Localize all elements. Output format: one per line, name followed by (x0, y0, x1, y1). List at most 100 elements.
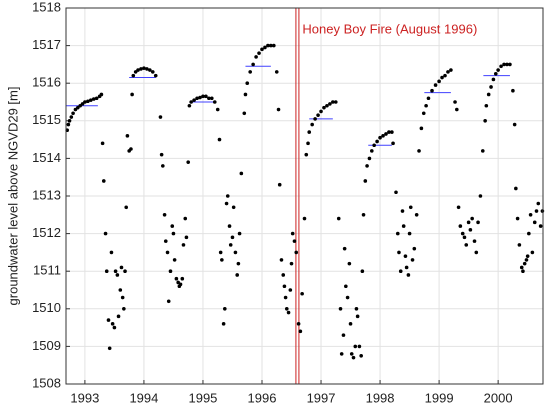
data-point (107, 346, 112, 351)
data-point (519, 265, 524, 270)
x-tick-label: 1999 (425, 390, 454, 405)
data-point (530, 250, 535, 255)
data-point (106, 318, 111, 322)
data-point (198, 95, 202, 100)
data-point (119, 265, 124, 270)
data-point (339, 352, 344, 356)
data-point (369, 149, 374, 153)
y-tick-label: 1514 (32, 150, 61, 165)
data-point (525, 254, 530, 258)
data-point (245, 81, 250, 85)
data-point (272, 43, 276, 48)
data-point (288, 288, 293, 292)
data-point (359, 354, 363, 358)
data-point (99, 92, 104, 97)
data-point (410, 258, 415, 262)
data-point (478, 194, 483, 198)
data-point (493, 72, 498, 76)
data-point (233, 250, 238, 255)
data-point (468, 228, 473, 232)
data-point (148, 68, 152, 72)
data-point (344, 284, 348, 289)
data-point (120, 295, 125, 300)
data-point (217, 137, 222, 142)
data-point (115, 273, 120, 277)
data-point (231, 205, 236, 210)
data-point (342, 246, 347, 251)
data-point (443, 73, 447, 78)
x-tick-label: 1995 (188, 390, 217, 405)
data-point (341, 333, 346, 337)
x-tick-label: 1994 (129, 390, 158, 405)
data-point (109, 250, 114, 255)
data-point (407, 231, 412, 236)
data-point (433, 83, 438, 87)
data-point (524, 258, 529, 262)
data-point (347, 261, 352, 266)
data-point (414, 213, 419, 217)
data-point (195, 96, 199, 101)
data-point (221, 322, 226, 326)
data-point (118, 288, 123, 292)
data-point (505, 62, 509, 67)
data-point (489, 85, 493, 89)
data-point (153, 73, 158, 78)
data-point (430, 88, 434, 93)
y-tick-label: 1512 (32, 225, 61, 240)
data-point (394, 190, 398, 195)
data-point (94, 96, 99, 101)
data-point (212, 100, 217, 104)
data-point (538, 224, 543, 228)
data-point (355, 314, 360, 319)
data-point (325, 103, 329, 108)
data-point (502, 62, 506, 67)
data-point (440, 75, 444, 80)
data-point (384, 132, 388, 136)
data-point (277, 182, 282, 187)
data-point (276, 107, 281, 112)
data-point (472, 239, 477, 243)
data-point (307, 130, 312, 134)
data-point (215, 107, 220, 112)
x-tick-label: 2000 (484, 390, 513, 405)
x-tick-label: 1997 (307, 390, 336, 405)
data-point (228, 243, 233, 247)
data-point (260, 47, 264, 52)
data-point (375, 139, 379, 144)
data-point (316, 113, 320, 117)
data-point (286, 310, 291, 315)
data-point (218, 250, 223, 255)
data-point (460, 231, 465, 236)
data-point (466, 220, 471, 225)
data-point (223, 307, 227, 311)
data-point (401, 224, 406, 228)
data-point (269, 43, 273, 48)
data-point (499, 64, 503, 69)
data-point (349, 352, 354, 356)
data-point (345, 295, 350, 300)
data-point (174, 276, 179, 281)
data-point (158, 115, 163, 119)
data-point (254, 55, 258, 59)
data-point (363, 179, 368, 183)
data-point (225, 194, 230, 198)
data-point (263, 45, 267, 50)
data-point (404, 265, 409, 270)
data-point (71, 111, 75, 116)
y-tick-label: 1518 (32, 0, 61, 14)
data-point (103, 231, 108, 236)
data-point (67, 119, 72, 123)
data-point (283, 295, 288, 300)
data-point (351, 355, 356, 360)
data-point (398, 269, 403, 274)
data-point (150, 70, 155, 74)
data-point (220, 258, 224, 262)
data-point (421, 111, 426, 116)
data-point (462, 235, 467, 240)
data-point (328, 102, 332, 106)
data-point (139, 67, 143, 71)
data-point (464, 243, 469, 247)
data-point (419, 126, 424, 131)
data-point (390, 130, 394, 134)
data-point (406, 273, 411, 277)
